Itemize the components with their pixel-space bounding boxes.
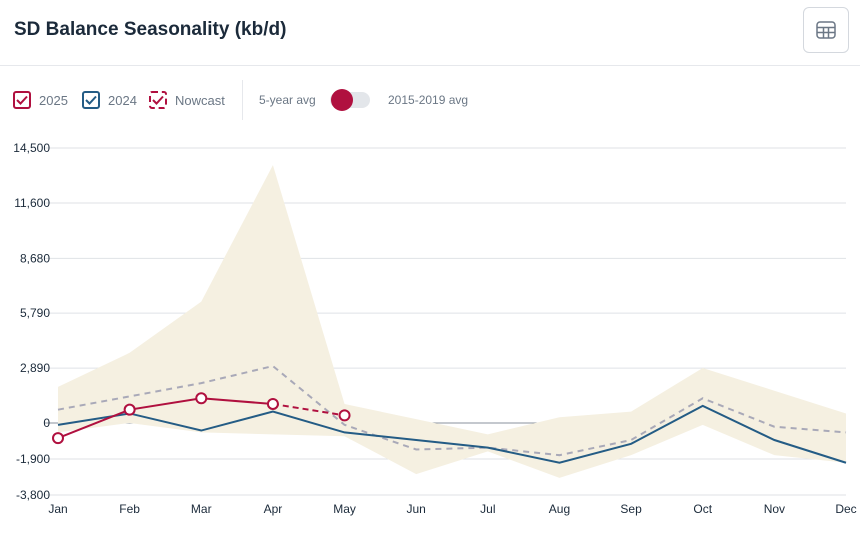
series-5-year-avg-line xyxy=(57,364,847,457)
series-2025-point xyxy=(123,403,136,416)
legend-item-nowcast[interactable]: Nowcast xyxy=(149,91,225,109)
series-nowcast-line xyxy=(272,402,345,417)
series-2025-point xyxy=(266,397,279,410)
y-tick-label: -1,900 xyxy=(16,452,50,466)
x-tick-label: Aug xyxy=(549,502,570,516)
x-tick-label: Feb xyxy=(119,502,140,516)
x-tick-label: Nov xyxy=(764,502,785,516)
check-icon xyxy=(85,95,97,105)
checkbox-2025[interactable] xyxy=(13,91,31,109)
x-tick-label: Jun xyxy=(407,502,426,516)
toggle-label-5-year[interactable]: 5-year avg xyxy=(259,93,316,107)
x-tick-label: Jul xyxy=(480,502,495,516)
toggle-label-2015-2019[interactable]: 2015-2019 avg xyxy=(388,93,469,107)
y-tick-label: 5,790 xyxy=(20,306,50,320)
series-2025-line xyxy=(57,397,273,440)
series-nowcast-point xyxy=(338,409,351,422)
legend-divider xyxy=(242,80,243,120)
x-tick-label: Dec xyxy=(835,502,856,516)
check-icon xyxy=(152,95,164,105)
legend-label-2025: 2025 xyxy=(39,92,68,108)
checkbox-nowcast[interactable] xyxy=(149,91,167,109)
y-tick-label: 11,600 xyxy=(14,196,50,210)
range-band xyxy=(58,165,846,478)
series-2025-point xyxy=(195,392,208,405)
legend-item-2024[interactable]: 2024 xyxy=(82,91,137,109)
chart-header: SD Balance Seasonality (kb/d) xyxy=(0,0,860,66)
checkbox-2024[interactable] xyxy=(82,91,100,109)
series-2025-point xyxy=(52,432,64,445)
y-tick-label: -3,800 xyxy=(16,488,50,502)
table-icon xyxy=(816,21,836,39)
series-2024-line xyxy=(57,404,847,464)
legend-item-2025[interactable]: 2025 xyxy=(13,91,68,109)
legend-label-2024: 2024 xyxy=(108,92,137,108)
x-tick-label: Jan xyxy=(48,502,67,516)
y-tick-label: 0 xyxy=(43,416,50,430)
x-tick-label: May xyxy=(333,502,356,516)
x-tick-label: Apr xyxy=(264,502,283,516)
x-tick-label: Oct xyxy=(693,502,712,516)
y-tick-label: 2,890 xyxy=(20,361,50,375)
chart-controls: 2025 2024 Nowcast 5-year avg 2015-2019 a… xyxy=(0,80,860,120)
avg-toggle-knob[interactable] xyxy=(331,89,353,111)
x-tick-label: Mar xyxy=(191,502,212,516)
legend-label-nowcast: Nowcast xyxy=(175,92,225,108)
y-tick-label: 8,680 xyxy=(20,251,50,265)
x-tick-label: Sep xyxy=(620,502,642,516)
seasonality-chart: 14,500 11,600 8,680 5,790 2,890 0 -1,900 -3,800… xyxy=(13,141,856,516)
check-icon xyxy=(16,95,28,105)
table-view-button[interactable] xyxy=(803,7,849,53)
y-tick-label: 14,500 xyxy=(13,141,50,155)
chart-title: SD Balance Seasonality (kb/d) xyxy=(14,19,287,40)
